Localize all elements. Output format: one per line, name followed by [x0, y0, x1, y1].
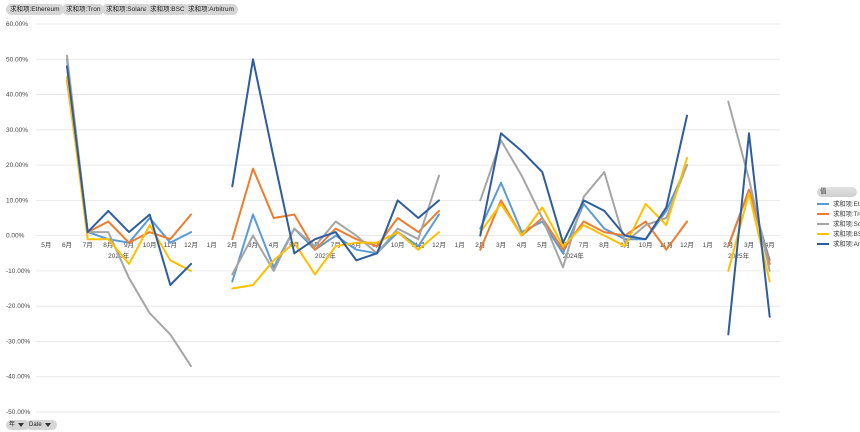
year-filter-label: 年: [9, 422, 16, 428]
legend-swatch: [817, 222, 829, 225]
legend-label: 求和项:BSC: [833, 231, 860, 238]
x-tick-label: 7月: [83, 241, 93, 249]
x-tick-label: 3月: [496, 241, 506, 249]
x-tick-label: 10月: [391, 241, 405, 249]
x-tick-label: 2月: [227, 241, 237, 249]
field-pill[interactable]: 求和项:Arbitrum: [184, 4, 238, 15]
x-tick-label: 1月: [703, 241, 713, 249]
series-line: [479, 114, 688, 244]
legend-item[interactable]: 求和项:Solana: [817, 219, 860, 228]
x-tick-label: 1月: [455, 241, 465, 249]
x-tick-label: 8月: [351, 241, 361, 249]
series-line: [727, 100, 771, 272]
y-tick-label: -40.00%: [6, 374, 30, 381]
year-label: 2025年: [728, 251, 749, 260]
y-tick-label: 60.00%: [6, 21, 28, 28]
date-filter-label: Date: [29, 422, 42, 428]
dropdown-arrow-icon: [44, 423, 51, 427]
x-tick-label: 6月: [62, 241, 72, 249]
legend-label: 求和项:Tron: [833, 211, 860, 218]
x-tick-label: 3月: [248, 241, 258, 249]
x-tick-label: 2月: [475, 241, 485, 249]
x-tick-label: 10月: [639, 241, 653, 249]
field-pill[interactable]: 求和项:Ethereum: [6, 4, 64, 15]
x-tick-label: 12月: [432, 241, 446, 249]
series-line: [231, 174, 440, 276]
series-line: [231, 58, 440, 262]
legend-swatch: [817, 242, 829, 245]
series-line: [66, 65, 192, 286]
x-tick-label: 7月: [331, 241, 341, 249]
year-filter-button[interactable]: 年: [6, 420, 31, 430]
series-line: [479, 139, 688, 269]
x-tick-label: 7月: [579, 241, 589, 249]
date-filter-button[interactable]: Date: [26, 420, 57, 430]
y-tick-label: 10.00%: [6, 197, 28, 204]
legend-swatch: [817, 202, 829, 205]
y-tick-label: 0.00%: [6, 233, 25, 240]
year-label: 2024年: [563, 251, 584, 260]
series-line: [727, 132, 771, 336]
x-tick-label: 10月: [143, 241, 157, 249]
y-tick-label: 20.00%: [6, 162, 28, 169]
y-tick-label: 40.00%: [6, 92, 28, 99]
x-tick-label: 4月: [765, 241, 775, 249]
series-line: [479, 157, 688, 248]
legend-swatch: [817, 232, 829, 235]
y-tick-label: -10.00%: [6, 268, 30, 275]
legend-item[interactable]: 求和项:BSC: [817, 229, 860, 238]
legend-swatch: [817, 212, 829, 215]
x-tick-label: 11月: [164, 241, 177, 249]
x-tick-label: 8月: [103, 241, 113, 249]
x-tick-label: 5月: [537, 241, 547, 249]
year-label: 2023年: [315, 251, 336, 260]
y-tick-label: -30.00%: [6, 338, 30, 345]
x-tick-label: 12月: [680, 241, 694, 249]
series-line: [231, 167, 440, 251]
field-pill[interactable]: 求和项:Tron: [62, 4, 105, 15]
x-tick-label: 5月: [41, 241, 51, 249]
x-axis-year-labels: 2022年 2023年 2024年 2025年: [108, 251, 749, 260]
legend-label: 求和项:Solana: [833, 221, 860, 228]
x-tick-label: 11月: [660, 241, 673, 249]
series-lines: [66, 54, 771, 368]
series-line: [479, 164, 688, 255]
dropdown-arrow-icon: [18, 423, 25, 427]
x-tick-label: 1月: [207, 241, 217, 249]
y-axis-tick-labels: 60.00% 50.00% 40.00% 30.00% 20.00% 10.00% 0.00…: [6, 21, 30, 416]
x-tick-label: 8月: [599, 241, 609, 249]
y-tick-label: 30.00%: [6, 127, 28, 134]
x-tick-label: 5月: [289, 241, 299, 249]
field-pill[interactable]: 求和项:Solana: [102, 4, 152, 15]
y-tick-label: -50.00%: [6, 409, 30, 416]
field-pill[interactable]: 求和项:BSC: [146, 4, 189, 15]
legend-title[interactable]: 值: [817, 187, 857, 197]
x-tick-label: 9月: [124, 241, 134, 249]
y-tick-label: -20.00%: [6, 303, 30, 310]
x-tick-label: 4月: [269, 241, 279, 249]
legend-item[interactable]: 求和项:Ethereum: [817, 199, 860, 208]
legend-label: 求和项:Ethereum: [833, 201, 860, 208]
x-tick-label: 4月: [517, 241, 527, 249]
x-tick-label: 12月: [184, 241, 198, 249]
series-line: [231, 231, 440, 290]
series-line: [66, 75, 192, 272]
legend-label: 求和项:Arbitrum: [833, 241, 860, 248]
legend-item[interactable]: 求和项:Arbitrum: [817, 239, 860, 248]
legend-item[interactable]: 求和项:Tron: [817, 209, 860, 218]
x-tick-label: 3月: [744, 241, 754, 249]
y-tick-label: 50.00%: [6, 56, 28, 63]
